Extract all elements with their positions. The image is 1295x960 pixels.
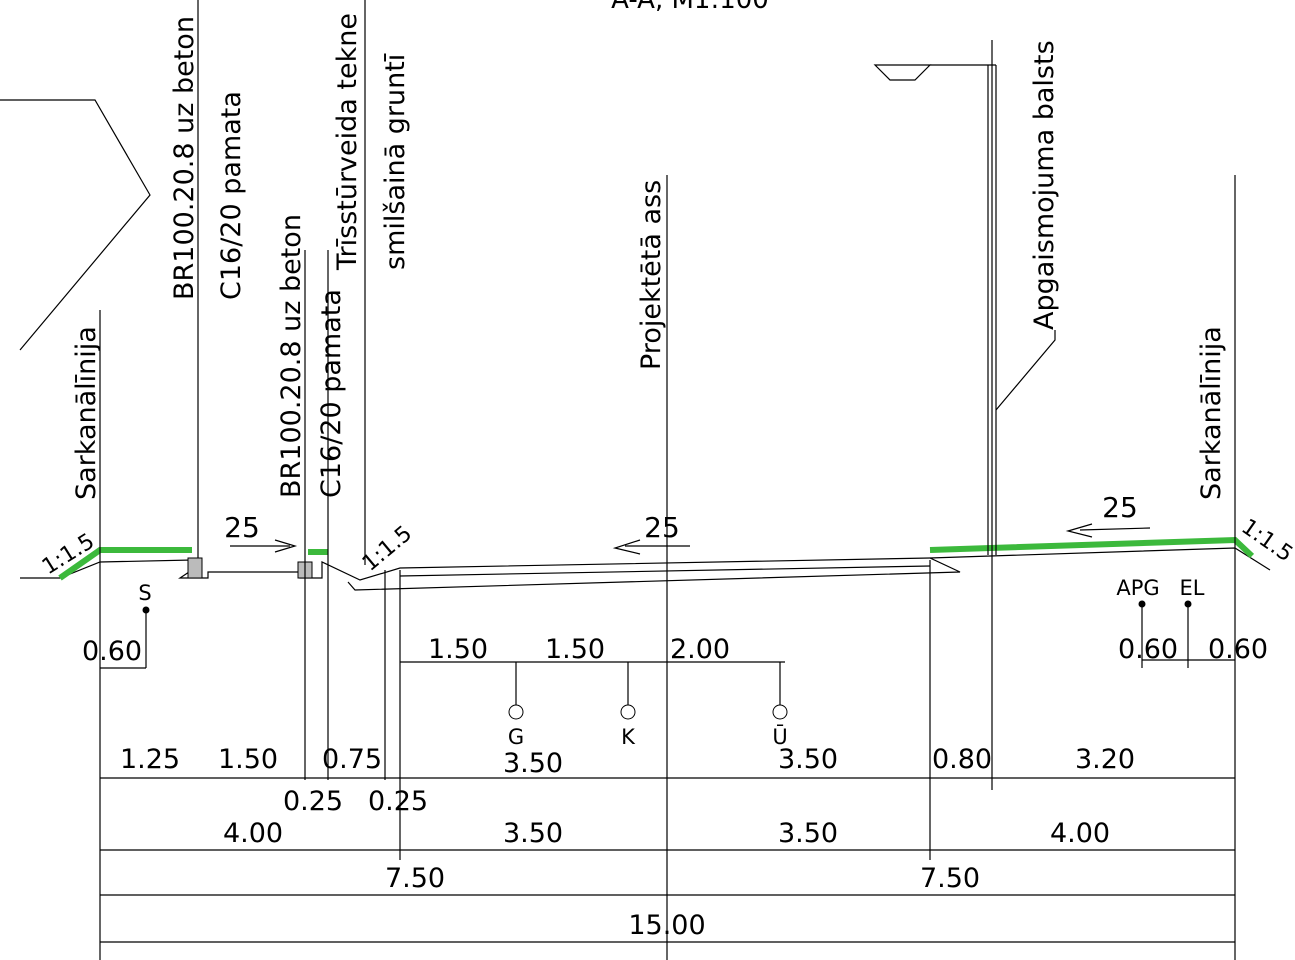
- grade-label: 25: [644, 511, 680, 544]
- dimension: 3.50: [778, 818, 838, 849]
- utility-label: Ū: [772, 724, 787, 749]
- dimension: 2.00: [670, 634, 730, 665]
- dimension: 1.50: [545, 634, 605, 665]
- slope-label: 1:1.5: [1237, 514, 1295, 567]
- dimension: 7.50: [385, 863, 445, 894]
- dimension: 4.00: [1050, 818, 1110, 849]
- dimension: 3.50: [778, 744, 838, 775]
- callout: smilšainā gruntī: [380, 53, 411, 270]
- grass: [929, 536, 1255, 559]
- utility-symbols: [142, 600, 1192, 720]
- utility-label: K: [621, 725, 636, 749]
- dimension: 1.50: [218, 744, 278, 775]
- utility-label: G: [508, 725, 524, 749]
- dimension: 0.80: [932, 744, 992, 775]
- dimension: 3.50: [503, 818, 563, 849]
- leader: [995, 330, 1056, 411]
- dimension: 0.60: [1118, 634, 1178, 665]
- callout: C16/20 pamata: [216, 91, 247, 300]
- callout: Trīsstūrveida tekne: [332, 13, 363, 271]
- dimension: 1.25: [120, 744, 180, 775]
- grade-label: 25: [224, 511, 260, 544]
- arrow: [230, 539, 298, 553]
- callout: Projektētā ass: [636, 180, 667, 370]
- dimension: 0.75: [322, 744, 382, 775]
- callout: Sarkanālīnija: [71, 326, 102, 500]
- dimension: 0.60: [82, 636, 142, 667]
- dimension: 3.20: [1075, 744, 1135, 775]
- callout: Apgaismojuma balsts: [1029, 40, 1060, 330]
- utility-label: APG: [1116, 576, 1159, 600]
- lamp-head: [873, 64, 932, 81]
- dimension: 3.50: [503, 748, 563, 779]
- utility-label: EL: [1180, 576, 1205, 600]
- dimension: 4.00: [223, 818, 283, 849]
- dimension: 0.25: [368, 786, 428, 817]
- callout: BR100.20.8 uz beton: [276, 214, 307, 498]
- dimension: 0.25: [283, 786, 343, 817]
- curb: [187, 557, 203, 579]
- dimension: 15.00: [628, 910, 705, 941]
- callout: Sarkanālīnija: [1196, 326, 1227, 500]
- arrow: [612, 539, 690, 555]
- title: A-A, M1:100: [611, 0, 769, 15]
- arrow: [1065, 523, 1151, 538]
- dimension: 1.50: [428, 634, 488, 665]
- dimension: 7.50: [920, 863, 980, 894]
- pavement: [399, 565, 931, 577]
- frame-shape: [0, 99, 151, 351]
- grade-label: 25: [1102, 491, 1138, 524]
- callout: BR100.20.8 uz beton: [169, 16, 200, 300]
- utility-label: S: [138, 581, 151, 605]
- callout: C16/20 pamata: [316, 289, 347, 498]
- dimension: 0.60: [1208, 634, 1268, 665]
